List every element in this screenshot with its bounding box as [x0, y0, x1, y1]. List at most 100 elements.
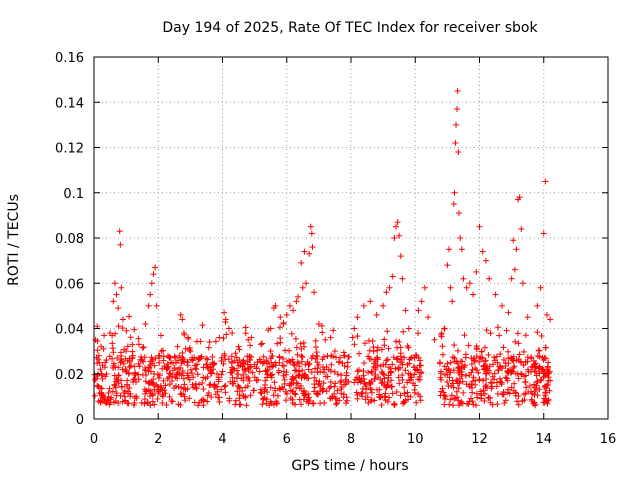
- data-point: [508, 354, 515, 361]
- y-tick-label: 0.06: [55, 277, 84, 292]
- data-point: [349, 334, 356, 341]
- data-point: [157, 382, 164, 389]
- data-point: [337, 379, 344, 386]
- data-point: [396, 380, 403, 387]
- data-point: [98, 385, 105, 392]
- data-point: [447, 284, 454, 291]
- data-point: [296, 363, 303, 370]
- data-point: [272, 387, 279, 394]
- data-point: [486, 369, 493, 376]
- data-point: [220, 335, 227, 342]
- data-point: [399, 361, 406, 368]
- data-point: [546, 387, 553, 394]
- data-point: [197, 338, 204, 345]
- data-point: [244, 353, 251, 360]
- data-point: [312, 344, 319, 351]
- data-point: [455, 385, 462, 392]
- data-point: [450, 402, 457, 409]
- data-point: [328, 353, 335, 360]
- data-point: [460, 389, 467, 396]
- data-point: [193, 366, 200, 373]
- data-point: [128, 362, 135, 369]
- data-point: [97, 366, 104, 373]
- data-point: [234, 367, 241, 374]
- data-point: [172, 354, 179, 361]
- data-point: [502, 374, 509, 381]
- data-point: [400, 328, 407, 335]
- data-point: [176, 353, 183, 360]
- data-point: [151, 401, 158, 408]
- data-point: [444, 360, 451, 367]
- y-tick-label: 0.14: [55, 96, 84, 111]
- data-point: [401, 390, 408, 397]
- data-point: [536, 370, 543, 377]
- data-point: [461, 332, 468, 339]
- data-point: [491, 376, 498, 383]
- data-point: [199, 379, 206, 386]
- data-point: [118, 284, 125, 291]
- data-point: [371, 376, 378, 383]
- data-point: [292, 401, 299, 408]
- data-point: [458, 246, 465, 253]
- data-point: [518, 371, 525, 378]
- data-point: [467, 395, 474, 402]
- data-point: [441, 325, 448, 332]
- y-tick-label: 0.04: [55, 323, 84, 338]
- data-point: [523, 384, 530, 391]
- data-point: [279, 362, 286, 369]
- data-point: [449, 377, 456, 384]
- data-point: [501, 400, 508, 407]
- data-point: [110, 349, 117, 356]
- data-point: [334, 387, 341, 394]
- data-point: [296, 396, 303, 403]
- data-point: [438, 388, 445, 395]
- data-point: [437, 392, 444, 399]
- data-point: [508, 275, 515, 282]
- data-point: [374, 386, 381, 393]
- data-point: [180, 375, 187, 382]
- data-point: [152, 264, 159, 271]
- data-point: [274, 340, 281, 347]
- x-tick-label: 12: [471, 432, 488, 447]
- data-point: [280, 372, 287, 379]
- data-point: [455, 149, 462, 156]
- data-point: [150, 376, 157, 383]
- data-point: [159, 365, 166, 372]
- data-point: [379, 370, 386, 377]
- data-point: [177, 390, 184, 397]
- data-point: [489, 373, 496, 380]
- data-point: [261, 388, 268, 395]
- data-point: [155, 374, 162, 381]
- data-point: [263, 357, 270, 364]
- data-point: [520, 362, 527, 369]
- data-point: [478, 348, 485, 355]
- data-point: [181, 381, 188, 388]
- data-point: [536, 386, 543, 393]
- data-point: [101, 332, 108, 339]
- data-point: [415, 330, 422, 337]
- data-point: [121, 346, 128, 353]
- data-point: [538, 332, 545, 339]
- data-point: [311, 384, 318, 391]
- data-point: [351, 325, 358, 332]
- data-point: [452, 395, 459, 402]
- data-point: [386, 394, 393, 401]
- data-point: [361, 380, 368, 387]
- data-point: [513, 246, 520, 253]
- data-point: [492, 291, 499, 298]
- data-point: [221, 352, 228, 359]
- x-tick-label: 6: [283, 432, 291, 447]
- data-point: [153, 302, 160, 309]
- data-point: [216, 398, 223, 405]
- data-point: [170, 360, 177, 367]
- data-point: [327, 378, 334, 385]
- data-point: [389, 390, 396, 397]
- data-point: [536, 347, 543, 354]
- data-point: [276, 359, 283, 366]
- data-point: [187, 348, 194, 355]
- data-point: [236, 395, 243, 402]
- data-point: [531, 399, 538, 406]
- data-point: [141, 386, 148, 393]
- data-point: [248, 334, 255, 341]
- data-point: [524, 358, 531, 365]
